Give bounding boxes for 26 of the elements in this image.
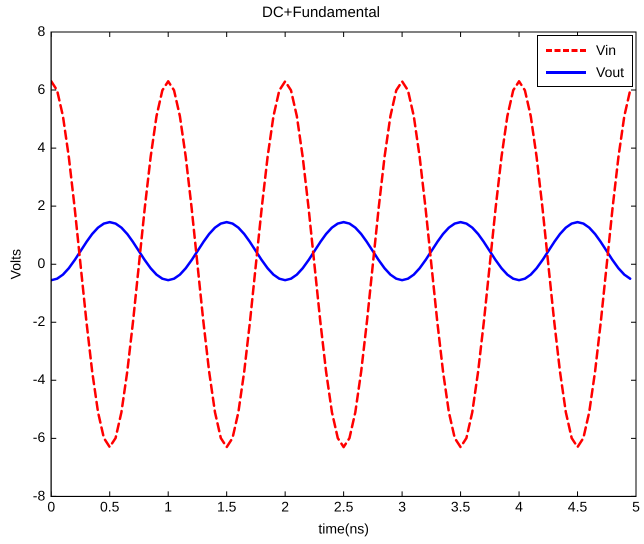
x-tick-label: 2.5 [334, 498, 354, 515]
y-tick-label: 8 [37, 22, 46, 39]
x-tick-label: 5 [632, 498, 640, 515]
x-tick-label: 2 [281, 498, 290, 515]
x-tick-label: 4 [515, 498, 524, 515]
legend-label: Vout [596, 64, 624, 80]
y-tick-label: 4 [37, 138, 46, 155]
x-tick-label: 4.5 [568, 498, 588, 515]
x-tick-label: 3.5 [450, 498, 471, 515]
chart-title: DC+Fundamental [262, 4, 380, 22]
x-tick-label: 0.5 [100, 498, 120, 515]
x-tick-label: 1 [164, 498, 172, 515]
x-tick-label: 0 [47, 498, 56, 515]
y-tick-label: -2 [32, 313, 46, 330]
y-tick-label: -6 [32, 429, 46, 446]
y-tick-label: -4 [32, 371, 46, 388]
y-tick-label: 2 [37, 197, 46, 214]
x-axis-title: time(ns) [318, 520, 369, 536]
y-tick-label: 0 [37, 255, 46, 272]
line-series [51, 80, 632, 448]
x-tick-label: 3 [398, 498, 406, 515]
y-axis-title: Volts [7, 249, 24, 280]
x-tick-label: 1.5 [216, 498, 237, 515]
legend-label: Vin [596, 42, 616, 58]
y-tick-label: -8 [32, 487, 46, 504]
y-tick-label: 6 [37, 80, 46, 97]
